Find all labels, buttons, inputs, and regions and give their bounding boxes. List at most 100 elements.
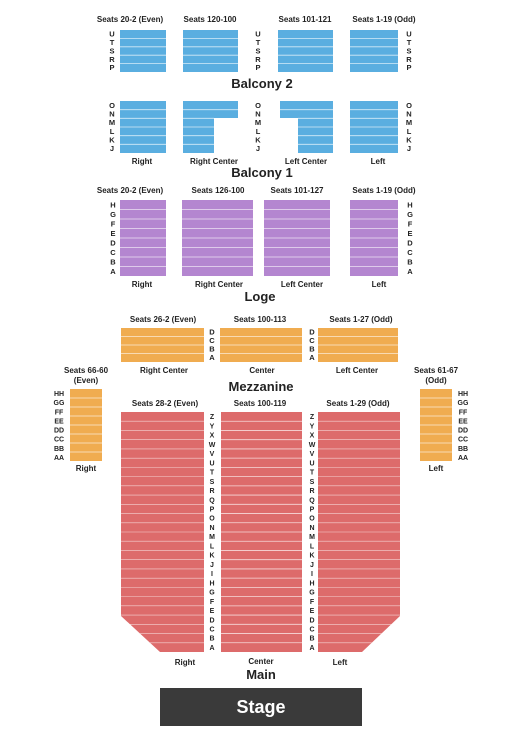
main-label-left: Left: [332, 658, 348, 667]
mezz-rows-left-row-A: A: [309, 353, 315, 362]
main-rows-left-row-J: J: [310, 562, 314, 569]
mezz-label-center: Center: [249, 366, 275, 375]
balcony1-rows-left-row-K: K: [406, 135, 412, 144]
side-left-seats-line2: (Odd): [425, 376, 447, 385]
loge-rows-left-row-D: D: [407, 238, 413, 247]
main-rows-left-row-D: D: [309, 617, 314, 624]
mezz-rows-right-row-B: B: [209, 345, 215, 354]
main-rows-left-row-I: I: [311, 571, 313, 578]
loge-rows-right-row-D: D: [110, 238, 116, 247]
main-rows-right-row-Z: Z: [210, 414, 215, 421]
side-rows-right-row-AA: AA: [54, 455, 64, 462]
mezz-rows-left-row-B: B: [309, 345, 315, 354]
balcony2-rows-right-row-P: P: [109, 63, 114, 72]
balcony1-rows-center-row-M: M: [255, 118, 261, 127]
main-rows-left-row-Q: Q: [309, 497, 315, 504]
balcony1-rows-right-row-J: J: [110, 144, 114, 153]
balcony1-rows-right-row-N: N: [109, 109, 114, 118]
mezz-seats-center: Seats 100-113: [233, 315, 287, 324]
balcony2-rows-right-row-U: U: [109, 30, 114, 39]
main-rows-right-row-W: W: [209, 442, 216, 449]
main-rows-right-row-Q: Q: [209, 497, 215, 504]
main-rows-left-row-W: W: [309, 442, 316, 449]
balcony2-right-center: [183, 30, 238, 72]
balcony1-label-right: Right: [131, 157, 153, 166]
mezz-rows-left-row-C: C: [309, 336, 315, 345]
side-rows-left-row-FF: FF: [459, 409, 468, 416]
loge-rows-left-row-B: B: [407, 257, 413, 266]
balcony2-seats-right-center: Seats 120-100: [183, 15, 237, 24]
side-rows-right-row-HH: HH: [54, 391, 64, 398]
main-rows-right-row-I: I: [211, 571, 213, 578]
balcony2-rows-left-row-S: S: [406, 46, 411, 55]
mezz-label-left-center: Left Center: [335, 366, 379, 375]
main-title: Main: [246, 667, 276, 682]
balcony2-rows-left-row-T: T: [407, 38, 412, 47]
mezz-rows-right-row-A: A: [209, 353, 215, 362]
loge-rows-left-row-F: F: [408, 219, 413, 228]
main-rows-left-row-X: X: [310, 433, 315, 440]
balcony2-seats-left: Seats 1-19 (Odd): [352, 15, 416, 24]
loge-title: Loge: [244, 289, 276, 304]
main-rows-left-row-M: M: [309, 534, 315, 541]
balcony1-rows-center-row-O: O: [255, 101, 261, 110]
loge-label-right-center: Right Center: [195, 280, 243, 289]
loge-seats-left: Seats 1-19 (Odd): [352, 186, 416, 195]
side-rows-right-row-FF: FF: [55, 409, 64, 416]
main-rows-right-row-X: X: [210, 433, 215, 440]
main-rows-right-row-B: B: [209, 636, 214, 643]
main-rows-left-row-N: N: [309, 525, 314, 532]
main-seats-center: Seats 100-119: [233, 399, 287, 408]
main-rows-right-row-D: D: [209, 617, 214, 624]
main-rows-left-row-H: H: [309, 580, 314, 587]
mezz-rows-left-row-D: D: [309, 328, 315, 337]
balcony2-right: [120, 30, 166, 72]
main-rows-left-row-Y: Y: [310, 423, 315, 430]
balcony1-rows-left-row-O: O: [406, 101, 412, 110]
mezz-rows-right-row-C: C: [209, 336, 215, 345]
stage-label: Stage: [236, 696, 286, 717]
loge-seats-left-center: Seats 101-127: [270, 186, 324, 195]
balcony1-label-right-center: Right Center: [190, 157, 238, 166]
main-label-right: Right: [174, 658, 196, 667]
loge-rows-right-row-A: A: [110, 267, 116, 276]
loge-rows-right-row-H: H: [110, 200, 115, 209]
balcony1-rows-center-row-K: K: [255, 135, 261, 144]
main-rows-right-row-E: E: [210, 608, 215, 615]
side-left-seats-line1: Seats 61-67: [413, 366, 459, 375]
side-rows-right-row-GG: GG: [54, 400, 65, 407]
loge-label-left: Left: [371, 280, 387, 289]
main-rows-left-row-C: C: [309, 627, 314, 634]
loge-label-left-center: Left Center: [280, 280, 324, 289]
side-rows-right-row-BB: BB: [54, 446, 64, 453]
main-rows-right-row-V: V: [210, 451, 215, 458]
main-rows-right-row-A: A: [209, 645, 214, 652]
main-label-center: Center: [248, 657, 274, 666]
main-rows-left-row-T: T: [310, 470, 315, 477]
balcony1-rows-right-row-M: M: [109, 118, 115, 127]
side-left-label: Left: [428, 464, 444, 473]
main-rows-left-row-Z: Z: [310, 414, 315, 421]
side-right-label: Right: [75, 464, 97, 473]
balcony2-seats-right: Seats 20-2 (Even): [96, 15, 164, 24]
side-rows-left-row-AA: AA: [458, 455, 468, 462]
loge-rows-right-row-F: F: [111, 219, 116, 228]
mezz-seats-left-center: Seats 1-27 (Odd): [329, 315, 393, 324]
main-rows-left-row-L: L: [310, 543, 315, 550]
balcony1-label-left: Left: [370, 157, 386, 166]
main-rows-right-row-R: R: [209, 488, 214, 495]
balcony2-rows-left-row-P: P: [406, 63, 411, 72]
main-rows-left-row-G: G: [309, 590, 315, 597]
balcony1-rows-center-row-L: L: [256, 127, 261, 136]
loge-rows-left-row-E: E: [407, 229, 412, 238]
loge-rows-left-row-G: G: [407, 210, 413, 219]
main-rows-left-row-O: O: [309, 516, 315, 523]
balcony1-rows-left-row-J: J: [407, 144, 411, 153]
main-rows-right-row-L: L: [210, 543, 215, 550]
loge-label-right: Right: [131, 280, 153, 289]
main-rows-right-row-M: M: [209, 534, 215, 541]
mezz-seats-right-center: Seats 26-2 (Even): [129, 315, 197, 324]
main-rows-left-row-P: P: [310, 507, 315, 514]
balcony1-rows-center-row-J: J: [256, 144, 260, 153]
main-rows-right-row-K: K: [209, 553, 214, 560]
